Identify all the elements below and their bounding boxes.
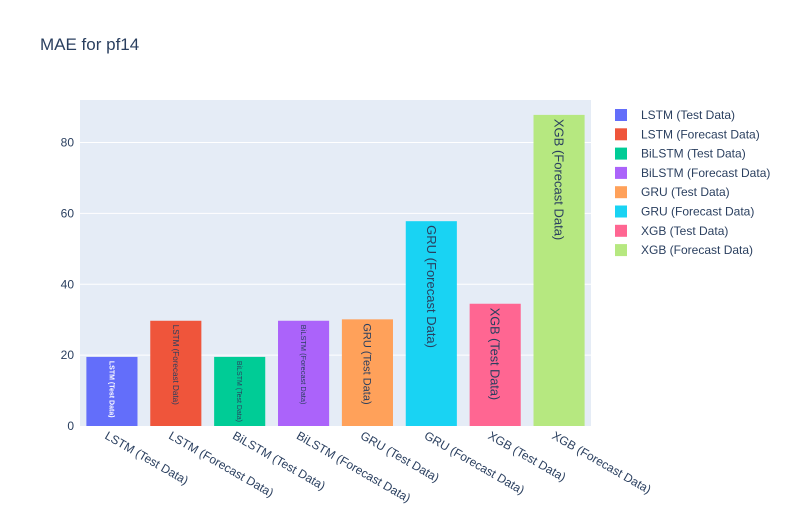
legend-swatch (615, 244, 627, 257)
legend-label: XGB (Test Data) (641, 224, 728, 238)
bar (405, 221, 457, 426)
y-tick-label: 40 (61, 277, 75, 291)
bar-label: XGB (Test Data) (488, 308, 502, 400)
bar-label: BiLSTM (Test Data) (235, 361, 242, 422)
bar (150, 320, 202, 426)
x-axis-ticks: LSTM (Test Data)LSTM (Forecast Data)BiLS… (102, 428, 653, 505)
legend-item[interactable]: GRU (Forecast Data) (615, 205, 754, 219)
legend-swatch (615, 186, 627, 199)
bar (469, 303, 521, 426)
legend-swatch (615, 128, 627, 141)
bar (341, 319, 393, 426)
chart-title: MAE for pf14 (40, 35, 139, 54)
legend-label: GRU (Test Data) (641, 185, 730, 199)
legend-swatch (615, 109, 627, 121)
bar-label: LSTM (Test Data) (107, 361, 114, 418)
legend-item[interactable]: XGB (Forecast Data) (615, 243, 753, 257)
bar (533, 114, 585, 427)
legend-label: XGB (Forecast Data) (641, 243, 753, 257)
y-axis-ticks: 0 20 40 60 80 (61, 136, 75, 433)
legend-label: BiLSTM (Test Data) (641, 147, 746, 161)
bar-label: XGB (Forecast Data) (552, 119, 567, 240)
bar-label: GRU (Forecast Data) (424, 225, 439, 348)
legend-swatch (615, 224, 627, 237)
x-tick-label: LSTM (Forecast Data) (166, 428, 276, 499)
legend[interactable]: LSTM (Test Data) LSTM (Forecast Data) BiLS… (615, 108, 770, 257)
bar (214, 356, 266, 426)
x-tick-label: BiLSTM (Forecast Data) (294, 428, 413, 505)
legend-item[interactable]: LSTM (Forecast Data) (615, 127, 760, 141)
legend-swatch (615, 205, 627, 218)
bar (86, 356, 138, 426)
legend-label: GRU (Forecast Data) (641, 205, 754, 219)
bars: LSTM (Test Data) LSTM (Forecast Data) BiLS… (86, 114, 585, 427)
bar-label: BiLSTM (Forecast Data) (299, 325, 308, 405)
legend-item[interactable]: BiLSTM (Forecast Data) (615, 166, 770, 180)
legend-label: LSTM (Forecast Data) (641, 127, 760, 141)
bar-label: LSTM (Forecast Data) (171, 325, 180, 405)
legend-label: LSTM (Test Data) (641, 108, 735, 122)
y-tick-label: 20 (61, 348, 75, 362)
legend-swatch (615, 166, 627, 179)
legend-item[interactable]: LSTM (Test Data) (615, 108, 735, 122)
legend-item[interactable]: GRU (Test Data) (615, 185, 730, 199)
legend-item[interactable]: XGB (Test Data) (615, 224, 728, 238)
legend-label: BiLSTM (Forecast Data) (641, 166, 770, 180)
y-tick-label: 60 (61, 206, 75, 220)
legend-swatch (615, 147, 627, 160)
y-tick-label: 0 (67, 419, 74, 433)
y-tick-label: 80 (61, 136, 75, 150)
legend-item[interactable]: BiLSTM (Test Data) (615, 147, 746, 161)
x-tick-label: XGB (Forecast Data) (550, 428, 654, 496)
bar-label: GRU (Test Data) (361, 323, 373, 404)
bar (278, 320, 330, 426)
